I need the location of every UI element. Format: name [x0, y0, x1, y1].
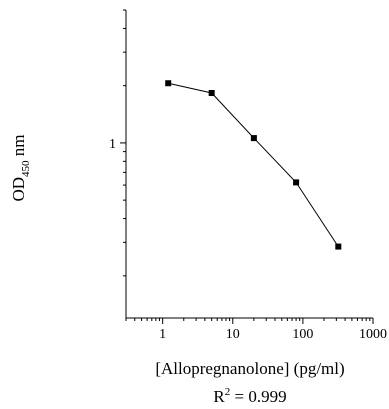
x-tick-label: 100 [292, 327, 313, 342]
r-squared-value: = 0.999 [230, 387, 286, 406]
r-squared-base: R [213, 387, 225, 406]
data-point-marker [293, 179, 300, 186]
x-axis-title: [Allopregnanolone] (pg/ml) [155, 359, 344, 378]
ticks: 1 10 100 1000 1 [109, 9, 387, 342]
x-tick-label: 1 [159, 327, 166, 342]
axes [125, 10, 373, 319]
y-axis-title-unit: nm [9, 134, 28, 160]
y-tick-label: 1 [109, 137, 116, 152]
data-point-marker [250, 135, 257, 142]
series-line [168, 82, 339, 247]
r-squared-annotation: R2 = 0.999 [213, 386, 286, 406]
data-point-marker [208, 90, 215, 97]
series [165, 80, 342, 250]
y-axis-title-subscript: 450 [20, 160, 32, 177]
y-axis-title-base: OD [9, 177, 28, 202]
y-axis-title: OD450 nm [9, 134, 32, 201]
data-point-marker [165, 80, 172, 87]
data-point-marker [335, 243, 342, 250]
x-tick-label: 1000 [359, 327, 387, 342]
r-squared-superscript: 2 [225, 386, 231, 398]
x-tick-label: 10 [226, 327, 240, 342]
